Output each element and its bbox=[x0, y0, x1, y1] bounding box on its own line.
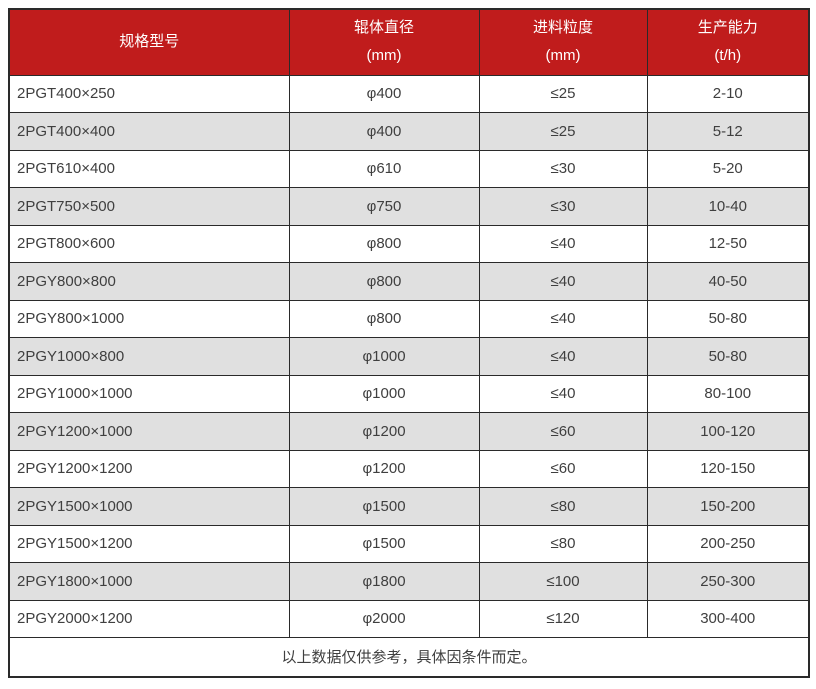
model-cell: 2PGY1500×1000 bbox=[8, 487, 290, 526]
table-row: 2PGY1500×1000 φ1500 ≤80 150-200 bbox=[8, 487, 810, 526]
feed-size-cell: ≤40 bbox=[478, 337, 648, 376]
roller-diameter-cell: φ1800 bbox=[288, 562, 480, 601]
capacity-cell: 40-50 bbox=[646, 262, 810, 301]
table-footer: 以上数据仅供参考，具体因条件而定。 bbox=[8, 637, 810, 677]
footnote-row: 以上数据仅供参考，具体因条件而定。 bbox=[8, 637, 810, 677]
roller-diameter-cell: φ800 bbox=[288, 299, 480, 338]
table-row: 2PGY1800×1000 φ1800 ≤100 250-300 bbox=[8, 562, 810, 601]
model-cell: 2PGY1800×1000 bbox=[8, 562, 290, 601]
model-cell: 2PGT750×500 bbox=[8, 187, 290, 226]
col-header-model-label: 规格型号 bbox=[119, 33, 180, 51]
table-row: 2PGT610×400 φ610 ≤30 5-20 bbox=[8, 149, 810, 188]
feed-size-cell: ≤30 bbox=[478, 187, 648, 226]
capacity-cell: 80-100 bbox=[646, 374, 810, 413]
feed-size-cell: ≤80 bbox=[478, 524, 648, 563]
roller-diameter-cell: φ1000 bbox=[288, 337, 480, 376]
feed-size-cell: ≤100 bbox=[478, 562, 648, 601]
model-cell: 2PGY800×1000 bbox=[8, 299, 290, 338]
feed-size-cell: ≤120 bbox=[478, 599, 648, 638]
col-header-capacity-unit: (t/h) bbox=[714, 47, 742, 65]
col-header-roller-diameter-unit: (mm) bbox=[366, 47, 402, 65]
roller-diameter-cell: φ400 bbox=[288, 112, 480, 151]
roller-diameter-cell: φ1000 bbox=[288, 374, 480, 413]
capacity-cell: 50-80 bbox=[646, 299, 810, 338]
roller-diameter-cell: φ400 bbox=[288, 74, 480, 113]
table-row: 2PGT800×600 φ800 ≤40 12-50 bbox=[8, 224, 810, 263]
model-cell: 2PGY1500×1200 bbox=[8, 524, 290, 563]
model-cell: 2PGY1200×1200 bbox=[8, 449, 290, 488]
feed-size-cell: ≤30 bbox=[478, 149, 648, 188]
col-header-roller-diameter-label: 辊体直径 bbox=[353, 19, 414, 37]
feed-size-cell: ≤40 bbox=[478, 262, 648, 301]
spec-table: 规格型号 辊体直径 (mm) 进料粒度 (mm) 生产能力 (t/h) 2PGT… bbox=[8, 8, 810, 678]
col-header-model: 规格型号 bbox=[8, 8, 290, 76]
capacity-cell: 2-10 bbox=[646, 74, 810, 113]
model-cell: 2PGT610×400 bbox=[8, 149, 290, 188]
col-header-roller-diameter: 辊体直径 (mm) bbox=[288, 8, 480, 76]
model-cell: 2PGT400×250 bbox=[8, 74, 290, 113]
capacity-cell: 250-300 bbox=[646, 562, 810, 601]
table-body: 2PGT400×250 φ400 ≤25 2-10 2PGT400×400 φ400 ≤25… bbox=[8, 74, 810, 638]
capacity-cell: 10-40 bbox=[646, 187, 810, 226]
model-cell: 2PGT400×400 bbox=[8, 112, 290, 151]
table-row: 2PGY1500×1200 φ1500 ≤80 200-250 bbox=[8, 524, 810, 563]
table-row: 2PGY1000×800 φ1000 ≤40 50-80 bbox=[8, 337, 810, 376]
feed-size-cell: ≤60 bbox=[478, 412, 648, 451]
table-row: 2PGY800×1000 φ800 ≤40 50-80 bbox=[8, 299, 810, 338]
capacity-cell: 5-20 bbox=[646, 149, 810, 188]
feed-size-cell: ≤40 bbox=[478, 374, 648, 413]
table-row: 2PGY1200×1200 φ1200 ≤60 120-150 bbox=[8, 449, 810, 488]
feed-size-cell: ≤25 bbox=[478, 112, 648, 151]
feed-size-cell: ≤40 bbox=[478, 299, 648, 338]
model-cell: 2PGY800×800 bbox=[8, 262, 290, 301]
table-row: 2PGY2000×1200 φ2000 ≤120 300-400 bbox=[8, 599, 810, 638]
capacity-cell: 120-150 bbox=[646, 449, 810, 488]
table-row: 2PGY1200×1000 φ1200 ≤60 100-120 bbox=[8, 412, 810, 451]
capacity-cell: 12-50 bbox=[646, 224, 810, 263]
model-cell: 2PGY1200×1000 bbox=[8, 412, 290, 451]
table-row: 2PGY1000×1000 φ1000 ≤40 80-100 bbox=[8, 374, 810, 413]
model-cell: 2PGY1000×1000 bbox=[8, 374, 290, 413]
capacity-cell: 200-250 bbox=[646, 524, 810, 563]
table-row: 2PGT400×400 φ400 ≤25 5-12 bbox=[8, 112, 810, 151]
table-header: 规格型号 辊体直径 (mm) 进料粒度 (mm) 生产能力 (t/h) bbox=[8, 8, 810, 76]
table-row: 2PGT750×500 φ750 ≤30 10-40 bbox=[8, 187, 810, 226]
roller-diameter-cell: φ800 bbox=[288, 262, 480, 301]
capacity-cell: 300-400 bbox=[646, 599, 810, 638]
table-row: 2PGT400×250 φ400 ≤25 2-10 bbox=[8, 74, 810, 113]
table-row: 2PGY800×800 φ800 ≤40 40-50 bbox=[8, 262, 810, 301]
roller-diameter-cell: φ1500 bbox=[288, 487, 480, 526]
col-header-feed-size-unit: (mm) bbox=[545, 47, 581, 65]
col-header-feed-size-label: 进料粒度 bbox=[532, 19, 593, 37]
model-cell: 2PGY2000×1200 bbox=[8, 599, 290, 638]
roller-diameter-cell: φ1500 bbox=[288, 524, 480, 563]
roller-diameter-cell: φ1200 bbox=[288, 449, 480, 488]
feed-size-cell: ≤25 bbox=[478, 74, 648, 113]
roller-diameter-cell: φ800 bbox=[288, 224, 480, 263]
roller-diameter-cell: φ2000 bbox=[288, 599, 480, 638]
col-header-capacity: 生产能力 (t/h) bbox=[646, 8, 810, 76]
model-cell: 2PGT800×600 bbox=[8, 224, 290, 263]
roller-diameter-cell: φ610 bbox=[288, 149, 480, 188]
footnote-text: 以上数据仅供参考，具体因条件而定。 bbox=[8, 637, 810, 677]
roller-diameter-cell: φ750 bbox=[288, 187, 480, 226]
col-header-capacity-label: 生产能力 bbox=[697, 19, 758, 37]
header-row: 规格型号 辊体直径 (mm) 进料粒度 (mm) 生产能力 (t/h) bbox=[8, 8, 810, 76]
feed-size-cell: ≤40 bbox=[478, 224, 648, 263]
feed-size-cell: ≤80 bbox=[478, 487, 648, 526]
capacity-cell: 50-80 bbox=[646, 337, 810, 376]
model-cell: 2PGY1000×800 bbox=[8, 337, 290, 376]
capacity-cell: 150-200 bbox=[646, 487, 810, 526]
capacity-cell: 100-120 bbox=[646, 412, 810, 451]
col-header-feed-size: 进料粒度 (mm) bbox=[478, 8, 648, 76]
capacity-cell: 5-12 bbox=[646, 112, 810, 151]
feed-size-cell: ≤60 bbox=[478, 449, 648, 488]
roller-diameter-cell: φ1200 bbox=[288, 412, 480, 451]
